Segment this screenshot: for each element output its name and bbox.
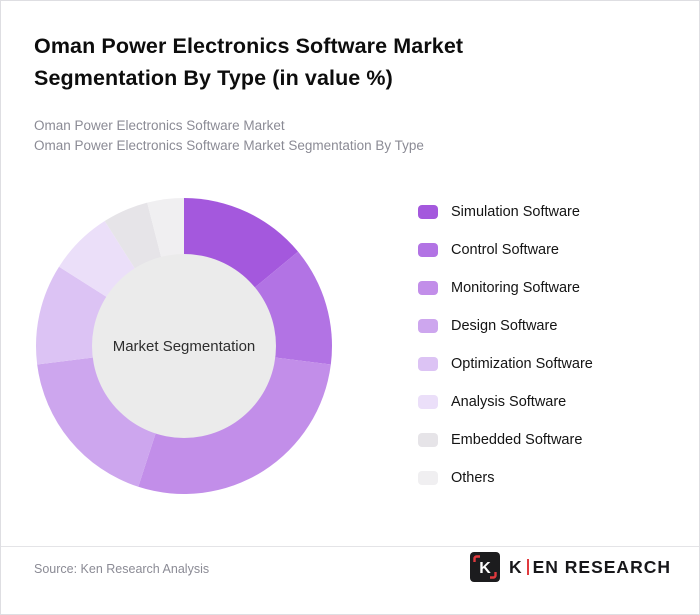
legend-label: Simulation Software [451,203,580,220]
logo-text-rest: EN RESEARCH [532,556,671,577]
legend-item-embedded-software: Embedded Software [418,431,593,448]
legend-label: Analysis Software [451,393,567,410]
legend-label: Monitoring Software [451,279,580,296]
legend-item-monitoring-software: Monitoring Software [418,279,593,296]
legend-label: Optimization Software [451,355,593,372]
subtitle-line-1: Oman Power Electronics Software Market [34,118,285,133]
legend-swatch [418,470,438,485]
donut-chart: Market Segmentation [34,196,334,496]
legend-item-optimization-software: Optimization Software [418,355,593,372]
legend-swatch [418,204,438,219]
legend-item-others: Others [418,469,593,486]
legend-item-simulation-software: Simulation Software [418,203,593,220]
ken-research-logo-text: K EN RESEARCH [509,557,671,578]
logo-mark-letter: K [479,560,491,577]
legend-swatch [418,318,438,333]
footer-divider [1,546,699,547]
legend-label: Design Software [451,317,558,334]
legend-item-analysis-software: Analysis Software [418,393,593,410]
legend-label: Control Software [451,241,559,258]
subtitle-line-2: Oman Power Electronics Software Market S… [34,138,424,153]
logo-text-k: K [508,556,523,577]
legend-swatch [418,280,438,295]
legend-swatch [418,432,438,447]
ken-research-logo: K K EN RESEARCH [469,552,671,582]
chart-legend: Simulation Software Control Software Monit… [418,203,593,486]
donut-chart-svg: Market Segmentation [36,198,332,495]
ken-research-logo-mark: K [469,552,500,582]
legend-item-control-software: Control Software [418,241,593,258]
legend-swatch [418,242,438,257]
chart-subtitles: Oman Power Electronics Software Market O… [34,116,424,156]
source-text: Source: Ken Research Analysis [34,562,210,576]
donut-center-circle [92,254,276,438]
page-title: Oman Power Electronics Software Market S… [34,34,464,90]
legend-item-design-software: Design Software [418,317,593,334]
legend-swatch [418,394,438,409]
legend-swatch [418,356,438,371]
donut-center-label: Market Segmentation [113,338,256,355]
logo-red-separator [526,559,529,575]
legend-label: Others [451,469,495,486]
legend-label: Embedded Software [451,431,583,448]
